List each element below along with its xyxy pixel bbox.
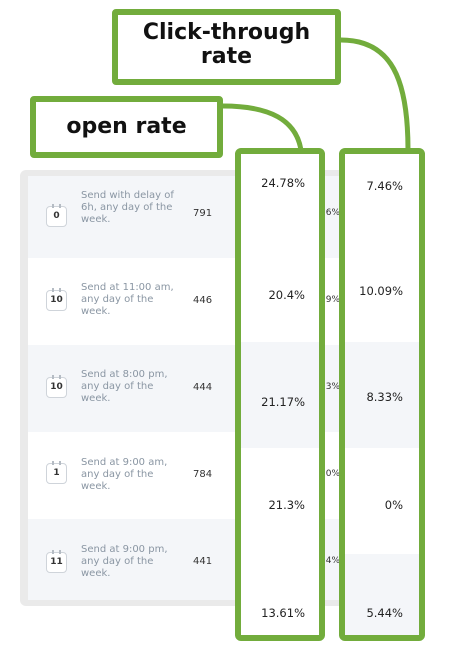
calendar-day-icon: 0: [46, 204, 67, 227]
ctr-value: 0%: [384, 498, 403, 512]
ctr-cell: 7.46%: [345, 154, 419, 236]
row-hidden-rate: 4%: [325, 556, 340, 566]
ctr-cell: 5.44%: [345, 554, 419, 635]
ctr-cell: 0%: [345, 448, 419, 554]
row-hidden-rate: 9%: [325, 295, 340, 305]
row-description: Send with delay of 6h, any day of the we…: [81, 190, 174, 225]
open-rate-cell: 20.4%: [241, 236, 319, 342]
ctr-value: 7.46%: [366, 179, 403, 193]
row-hidden-rate: 6%: [325, 208, 340, 218]
open-rate-cell: 21.3%: [241, 448, 319, 554]
open-rate-value: 21.3%: [268, 498, 305, 512]
ctr-cell: 8.33%: [345, 342, 419, 448]
calendar-day-icon: 1: [46, 461, 67, 484]
row-count: 444: [193, 382, 213, 393]
open-rate-value: 13.61%: [261, 606, 305, 620]
row-description: Send at 9:00 pm, any day of the week.: [81, 544, 168, 579]
open-rate-value: 20.4%: [268, 288, 305, 302]
click-through-rate-column: 7.46% 10.09% 8.33% 0% 5.44%: [339, 148, 425, 641]
row-description: Send at 11:00 am, any day of the week.: [81, 282, 174, 317]
calendar-day-icon: 10: [46, 375, 67, 398]
ctr-connector-line: [340, 37, 411, 151]
open-rate-cell: 13.61%: [241, 554, 319, 635]
row-count: 784: [193, 469, 213, 480]
ctr-cell: 10.09%: [345, 236, 419, 342]
row-hidden-rate: 3%: [325, 382, 340, 392]
ctr-value: 10.09%: [359, 284, 403, 298]
open-rate-value: 24.78%: [261, 176, 305, 190]
table-row[interactable]: 10 Send at 11:00 am, any day of the week…: [28, 258, 408, 345]
row-description: Send at 8:00 pm, any day of the week.: [81, 369, 168, 404]
row-count: 791: [193, 208, 213, 219]
calendar-day-icon: 10: [46, 288, 67, 311]
table-row[interactable]: 1 Send at 9:00 am, any day of the week. …: [28, 432, 408, 519]
row-hidden-rate: 0%: [325, 469, 340, 479]
open-rate-callout: open rate: [30, 96, 223, 158]
open-rate-column: 24.78% 20.4% 21.17% 21.3% 13.61%: [235, 148, 325, 641]
calendar-day-icon: 11: [46, 550, 67, 573]
row-description: Send at 9:00 am, any day of the week.: [81, 457, 168, 492]
open-rate-value: 21.17%: [261, 395, 305, 409]
ctr-value: 5.44%: [366, 606, 403, 620]
open-rate-cell: 24.78%: [241, 154, 319, 236]
row-count: 446: [193, 295, 213, 306]
ctr-value: 8.33%: [366, 390, 403, 404]
open-rate-connector-line: [222, 103, 304, 151]
open-rate-cell: 21.17%: [241, 342, 319, 448]
click-through-rate-callout: Click-through rate: [112, 9, 341, 85]
row-count: 441: [193, 556, 213, 567]
